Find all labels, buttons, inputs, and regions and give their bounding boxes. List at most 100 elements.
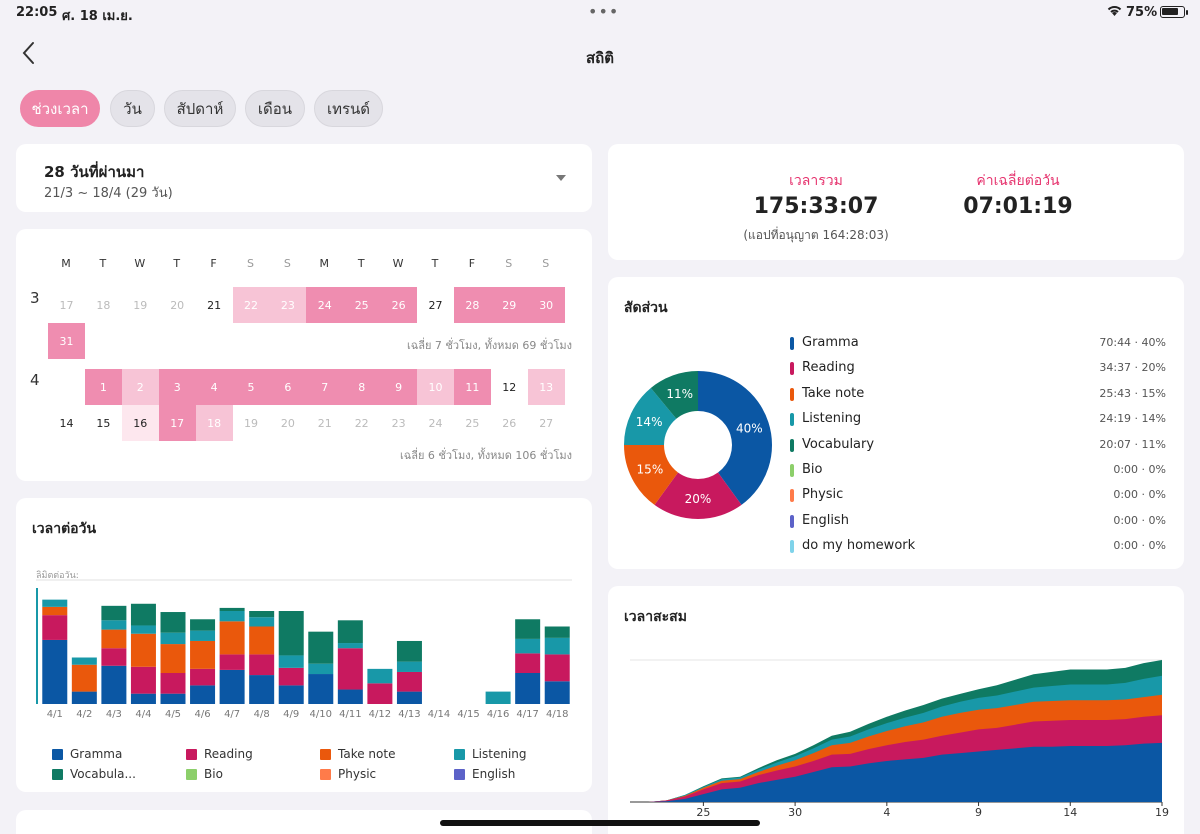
- daily-bar-segment[interactable]: [42, 606, 68, 616]
- daily-bar-segment[interactable]: [219, 654, 245, 670]
- daily-bar-segment[interactable]: [130, 603, 156, 626]
- calendar-day[interactable]: 19: [244, 416, 258, 430]
- dropdown-triangle-icon[interactable]: [556, 175, 566, 181]
- calendar-day[interactable]: 25: [465, 416, 480, 430]
- tab-month[interactable]: เดือน: [245, 90, 305, 127]
- calendar-day[interactable]: 20: [280, 416, 295, 430]
- calendar-day[interactable]: 20: [170, 298, 185, 312]
- calendar-day[interactable]: 1: [84, 369, 122, 405]
- calendar-day[interactable]: 13: [527, 369, 565, 405]
- calendar-day[interactable]: 26: [502, 416, 517, 430]
- daily-bar-segment[interactable]: [308, 631, 334, 664]
- daily-bar-segment[interactable]: [367, 668, 393, 684]
- multitasking-dots-icon[interactable]: •••: [588, 2, 620, 21]
- calendar-day[interactable]: 4: [195, 369, 233, 405]
- ratio-row[interactable]: Bio 0:00 · 0%: [790, 461, 1166, 481]
- calendar-day[interactable]: 26: [380, 287, 418, 323]
- daily-bar-segment[interactable]: [219, 611, 245, 622]
- daily-bar-segment[interactable]: [190, 640, 216, 669]
- daily-bar-segment[interactable]: [396, 691, 422, 704]
- daily-bar-segment[interactable]: [308, 674, 334, 704]
- calendar-day[interactable]: 5: [232, 369, 270, 405]
- daily-bar-segment[interactable]: [515, 653, 541, 673]
- ratio-row[interactable]: Gramma 70:44 · 40%: [790, 334, 1166, 354]
- daily-bar-segment[interactable]: [337, 643, 363, 649]
- calendar-day[interactable]: 30: [527, 287, 565, 323]
- ratio-row[interactable]: do my homework 0:00 · 0%: [790, 537, 1166, 557]
- daily-bar-segment[interactable]: [71, 691, 97, 704]
- daily-bar-segment[interactable]: [42, 615, 68, 640]
- calendar-day[interactable]: 6: [269, 369, 307, 405]
- daily-bar-segment[interactable]: [544, 637, 570, 655]
- daily-bar-segment[interactable]: [101, 629, 127, 649]
- calendar-day[interactable]: 21: [207, 298, 222, 312]
- calendar-day[interactable]: 27: [539, 416, 554, 430]
- daily-bar-segment[interactable]: [190, 619, 216, 631]
- calendar-day[interactable]: 8: [343, 369, 381, 405]
- range-selector[interactable]: 28 วันที่ผ่านมา 21/3 ~ 18/4 (29 วัน): [16, 144, 592, 212]
- daily-bar-segment[interactable]: [515, 638, 541, 654]
- daily-bar-segment[interactable]: [71, 657, 97, 665]
- donut-slice[interactable]: [654, 472, 742, 519]
- daily-bar-segment[interactable]: [219, 621, 245, 655]
- daily-bar-segment[interactable]: [219, 669, 245, 704]
- daily-bar-segment[interactable]: [515, 619, 541, 639]
- calendar-day[interactable]: 25: [343, 287, 381, 323]
- daily-bar-segment[interactable]: [308, 663, 334, 675]
- daily-bar-segment[interactable]: [249, 611, 275, 618]
- calendar-day[interactable]: 12: [502, 380, 517, 394]
- daily-bar-segment[interactable]: [160, 644, 186, 673]
- calendar-day[interactable]: 14: [59, 416, 74, 430]
- calendar-day[interactable]: 10: [417, 369, 454, 405]
- daily-bar-segment[interactable]: [130, 666, 156, 694]
- calendar-day[interactable]: 15: [96, 416, 111, 430]
- calendar-day[interactable]: 7: [306, 369, 344, 405]
- daily-bar-segment[interactable]: [190, 668, 216, 686]
- daily-bar-segment[interactable]: [337, 689, 363, 704]
- daily-bar-segment[interactable]: [278, 655, 304, 668]
- daily-bar-segment[interactable]: [367, 683, 393, 704]
- calendar-day[interactable]: 24: [306, 287, 344, 323]
- calendar-day[interactable]: 23: [391, 416, 406, 430]
- daily-bar-segment[interactable]: [101, 620, 127, 630]
- daily-bar-segment[interactable]: [544, 626, 570, 638]
- calendar-day[interactable]: 21: [317, 416, 332, 430]
- daily-bar-segment[interactable]: [249, 617, 275, 627]
- daily-bar-segment[interactable]: [160, 693, 186, 704]
- daily-bar-segment[interactable]: [544, 681, 570, 704]
- donut-slice[interactable]: [624, 387, 677, 445]
- daily-bar-segment[interactable]: [278, 611, 304, 656]
- daily-bar-segment[interactable]: [42, 599, 68, 607]
- calendar-day[interactable]: 11: [453, 369, 491, 405]
- daily-bar-segment[interactable]: [249, 626, 275, 655]
- daily-bar-segment[interactable]: [101, 665, 127, 704]
- tab-trend[interactable]: เทรนด์: [314, 90, 383, 127]
- ratio-row[interactable]: Physic 0:00 · 0%: [790, 486, 1166, 506]
- tab-period[interactable]: ช่วงเวลา: [20, 90, 100, 127]
- daily-bar-segment[interactable]: [130, 625, 156, 634]
- ratio-row[interactable]: Vocabulary 20:07 · 11%: [790, 436, 1166, 456]
- calendar-day[interactable]: 17: [59, 298, 74, 312]
- ratio-row[interactable]: English 0:00 · 0%: [790, 512, 1166, 532]
- home-indicator[interactable]: [440, 820, 760, 826]
- donut-slice[interactable]: [650, 371, 698, 419]
- daily-bar-segment[interactable]: [190, 685, 216, 704]
- daily-bar-segment[interactable]: [396, 640, 422, 662]
- daily-bar-segment[interactable]: [337, 620, 363, 644]
- daily-bar-segment[interactable]: [130, 693, 156, 704]
- donut-slice[interactable]: [624, 445, 679, 505]
- daily-bar-segment[interactable]: [190, 630, 216, 641]
- calendar-day[interactable]: 18: [195, 405, 233, 441]
- daily-bar-segment[interactable]: [337, 648, 363, 690]
- calendar-day[interactable]: 22: [232, 287, 270, 323]
- ratio-row[interactable]: Reading 34:37 · 20%: [790, 359, 1166, 379]
- calendar-day[interactable]: 2: [121, 369, 159, 405]
- daily-bar-segment[interactable]: [396, 671, 422, 692]
- ratio-row[interactable]: Listening 24:19 · 14%: [790, 410, 1166, 430]
- calendar-day[interactable]: 16: [121, 405, 159, 441]
- calendar-day[interactable]: 27: [428, 298, 443, 312]
- calendar-day[interactable]: 17: [158, 405, 196, 441]
- daily-bar-segment[interactable]: [278, 685, 304, 704]
- calendar-day[interactable]: 23: [269, 287, 307, 323]
- daily-bar-segment[interactable]: [160, 612, 186, 633]
